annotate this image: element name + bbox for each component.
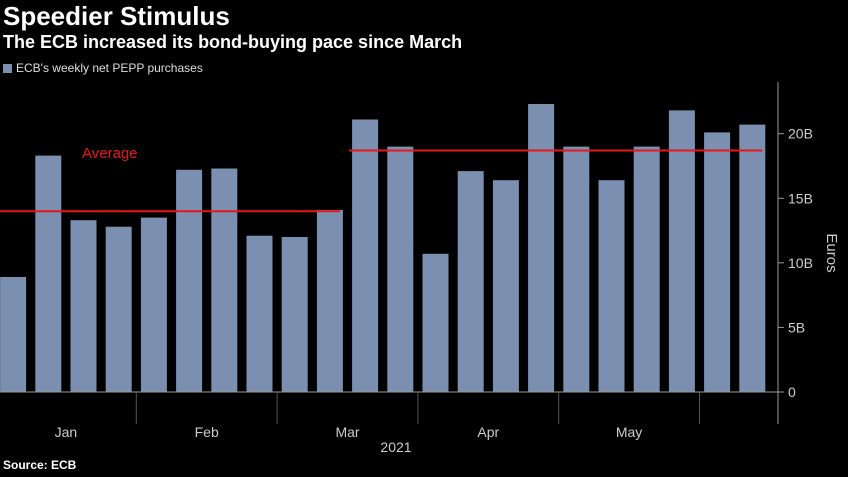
chart-title: Speedier Stimulus — [3, 1, 230, 31]
bar — [140, 217, 167, 392]
y-tick-label: 5B — [788, 319, 805, 335]
x-tick-label: Jan — [55, 424, 78, 440]
bar — [35, 155, 62, 392]
y-tick-label: 20B — [788, 126, 813, 142]
legend-swatch — [3, 63, 12, 73]
average-label: Average — [82, 145, 138, 162]
bar — [246, 235, 273, 392]
bar — [704, 132, 731, 392]
x-tick-label: May — [616, 424, 642, 440]
legend-label: ECB's weekly net PEPP purchases — [16, 61, 203, 75]
y-tick-label: 15B — [788, 190, 813, 206]
bar — [176, 169, 203, 392]
y-tick-label: 10B — [788, 255, 813, 271]
bar — [281, 237, 308, 392]
bar — [528, 104, 555, 392]
bar — [422, 253, 449, 392]
x-axis-title: 2021 — [380, 439, 411, 455]
bar — [563, 146, 590, 392]
bar — [492, 180, 519, 392]
y-tick-label: 0 — [788, 384, 796, 400]
bar — [211, 168, 238, 392]
bar — [387, 146, 414, 392]
bar — [0, 277, 27, 392]
source-note: Source: ECB — [3, 458, 77, 472]
legend: ECB's weekly net PEPP purchases — [3, 60, 203, 76]
bar — [352, 119, 379, 392]
x-tick-label: Feb — [195, 424, 219, 440]
bar — [105, 226, 132, 392]
bar — [739, 124, 766, 392]
x-tick-label: Apr — [477, 424, 499, 440]
bar — [598, 180, 625, 392]
bar — [70, 220, 97, 392]
chart-subtitle: The ECB increased its bond-buying pace s… — [3, 32, 463, 52]
bar — [457, 171, 484, 392]
x-tick-label: Mar — [335, 424, 359, 440]
bar — [633, 146, 660, 392]
y-axis-title: Euros — [823, 233, 840, 272]
bar — [316, 209, 343, 392]
bar — [668, 110, 695, 393]
